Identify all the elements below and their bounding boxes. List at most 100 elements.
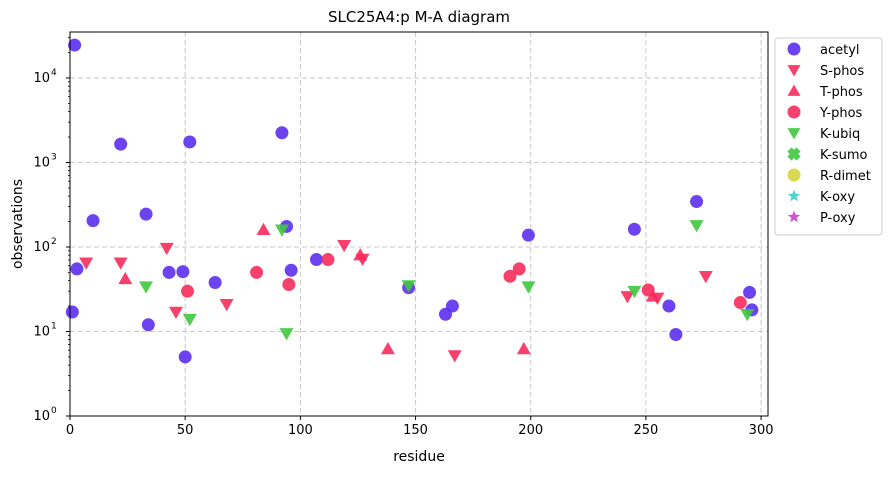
- legend-label: S-phos: [820, 64, 864, 79]
- data-point: [208, 275, 222, 289]
- data-point: [321, 253, 335, 267]
- data-point: [690, 195, 704, 209]
- data-point: [733, 296, 747, 310]
- legend-label: K-oxy: [820, 190, 855, 205]
- x-tick-label: 50: [177, 423, 194, 438]
- y-tick-exponent: 2: [51, 237, 57, 247]
- data-point: [641, 283, 655, 297]
- data-point: [113, 257, 128, 270]
- data-point: [309, 253, 323, 267]
- legend-marker: [787, 147, 801, 161]
- series-y-phos: [180, 253, 747, 310]
- legend-marker: [787, 128, 801, 140]
- data-point: [284, 263, 298, 277]
- data-point: [182, 313, 197, 327]
- x-axis-label: residue: [393, 449, 445, 465]
- y-tick-base: 10: [33, 324, 50, 339]
- legend-marker: [787, 42, 801, 56]
- data-point: [274, 224, 289, 237]
- data-point: [139, 281, 154, 294]
- x-tick-label: 200: [518, 423, 543, 438]
- data-point: [662, 299, 676, 313]
- legend: acetyl S-phos T-phos Y-phos K-ubiq K-sumo R-di…: [774, 37, 883, 236]
- y-tick-exponent: 1: [51, 321, 57, 331]
- data-point: [275, 126, 289, 140]
- series-acetyl: [65, 38, 759, 364]
- data-point: [86, 214, 100, 228]
- grid-lines: [69, 32, 768, 416]
- data-point: [669, 328, 683, 342]
- series-t-phos: [118, 222, 660, 355]
- data-point: [401, 280, 416, 293]
- data-point: [183, 135, 197, 149]
- y-tick-exponent: 4: [51, 68, 57, 78]
- data-point: [68, 38, 82, 52]
- data-point: [219, 299, 234, 312]
- data-point: [176, 265, 190, 279]
- data-point: [698, 271, 713, 284]
- legend-marker: [787, 84, 801, 96]
- data-point: [159, 242, 174, 256]
- legend-label: K-sumo: [820, 148, 868, 163]
- legend-label: K-ubiq: [820, 127, 860, 142]
- legend-frame: [774, 37, 883, 236]
- data-point: [620, 291, 635, 304]
- data-point: [512, 262, 526, 276]
- data-point: [114, 137, 128, 151]
- x-tick-label: 250: [633, 423, 658, 438]
- data-points: [65, 38, 759, 364]
- y-tick-label: 10: [33, 409, 50, 424]
- y-tick-exponent: 0: [51, 406, 57, 416]
- y-tick-label: 10: [33, 71, 50, 86]
- legend-marker: [787, 210, 801, 223]
- data-point: [645, 289, 660, 302]
- x-tick-label: 150: [403, 423, 428, 438]
- y-tick-base: 10: [33, 240, 50, 255]
- legend-label: acetyl: [820, 43, 860, 58]
- data-point: [118, 271, 133, 285]
- data-point: [521, 228, 535, 242]
- chart-title: SLC25A4:p M-A diagram: [328, 8, 510, 26]
- y-tick-exponent: 3: [51, 152, 57, 162]
- data-point: [141, 318, 155, 332]
- legend-marker: [787, 105, 801, 119]
- legend-label: T-phos: [819, 85, 863, 100]
- data-point: [353, 248, 368, 261]
- y-tick-base: 10: [33, 155, 50, 170]
- y-tick-label: 10: [33, 324, 50, 339]
- data-point: [162, 265, 176, 279]
- data-point: [627, 222, 641, 236]
- data-point: [168, 306, 183, 320]
- data-point: [250, 265, 264, 279]
- data-point: [447, 350, 462, 363]
- data-point: [180, 284, 194, 298]
- legend-marker: [787, 65, 801, 77]
- y-tick-label: 10: [33, 240, 50, 255]
- legend-label: P-oxy: [820, 211, 856, 226]
- data-point: [740, 308, 755, 322]
- data-point: [65, 305, 79, 319]
- data-point: [279, 328, 294, 341]
- data-point: [743, 285, 757, 299]
- y-axis-label: observations: [10, 179, 26, 269]
- plot-frame: [69, 31, 769, 417]
- data-point: [79, 257, 94, 270]
- data-point: [521, 281, 536, 294]
- series-s-phos: [79, 239, 713, 363]
- legend-label: Y-phos: [819, 106, 863, 121]
- data-point: [503, 269, 517, 283]
- data-point: [380, 342, 395, 355]
- data-point: [139, 207, 153, 221]
- y-tick-base: 10: [33, 409, 50, 424]
- data-point: [178, 350, 192, 364]
- data-point: [256, 222, 271, 235]
- x-tick-label: 0: [66, 423, 74, 438]
- x-tick-label: 300: [749, 423, 774, 438]
- y-tick-label: 10: [33, 155, 50, 170]
- data-point: [627, 285, 642, 299]
- legend-marker: [787, 189, 801, 202]
- data-point: [337, 239, 352, 253]
